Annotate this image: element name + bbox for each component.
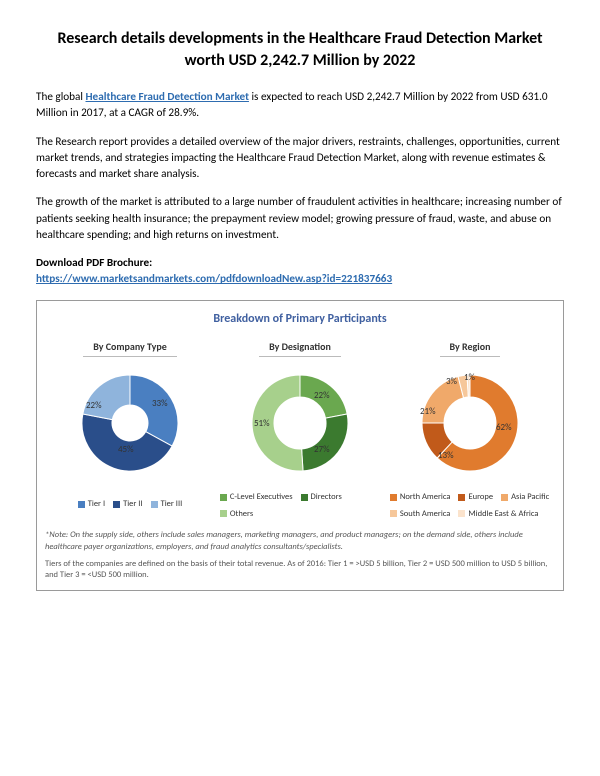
download-link[interactable]: https://www.marketsandmarkets.com/pdfdow… — [36, 272, 392, 286]
chart-column-header: By Company Type — [83, 338, 177, 358]
legend-label: Others — [230, 508, 253, 520]
charts-row: By Company Type33%45%22%Tier ITier IITie… — [45, 338, 555, 520]
chart-column: By Designation 22% 27% 51% C-Level Executive… — [216, 338, 384, 520]
donut-slice — [83, 375, 130, 420]
legend-item: Tier I — [78, 491, 105, 517]
chart-column: By Company Type33%45%22%Tier ITier IITie… — [46, 338, 214, 518]
legend-swatch — [458, 494, 465, 501]
intro-pre: The global — [36, 90, 86, 104]
legend-label: Directors — [311, 491, 342, 503]
slice-pct-label: 3% — [446, 375, 457, 388]
chart-legend: Tier I Tier II Tier III — [74, 491, 187, 517]
legend-label: South America — [400, 508, 451, 520]
slice-pct-label: 22% — [86, 399, 102, 412]
legend-swatch — [113, 501, 120, 508]
legend-swatch — [458, 510, 465, 517]
legend-label: Tier I — [88, 498, 105, 510]
legend-item: North America — [390, 491, 451, 503]
donut-chart: 62% 13% 21% 3% 1% — [410, 363, 530, 483]
slice-pct-label: 62% — [496, 421, 512, 434]
legend-item: C-Level Executives — [220, 491, 293, 503]
legend-swatch — [78, 501, 85, 508]
growth-paragraph: The growth of the market is attributed t… — [36, 194, 564, 243]
chart-legend: North America Europe Asia Pacific South Ame… — [386, 491, 554, 520]
donut-slice — [130, 375, 178, 446]
chart-main-title: Breakdown of Primary Participants — [45, 311, 555, 328]
slice-pct-label: 27% — [314, 443, 330, 456]
chart-footnote-1: *Note: On the supply side, others includ… — [45, 530, 555, 553]
legend-label: Asia Pacific — [511, 491, 549, 503]
legend-label: Middle East & Africa — [468, 508, 538, 520]
donut-chart: 22% 27% 51% — [240, 363, 360, 483]
legend-swatch — [220, 510, 227, 517]
legend-swatch — [501, 494, 508, 501]
chart-footnote-2: Tiers of the companies are defined on th… — [45, 559, 555, 582]
legend-label: C-Level Executives — [230, 491, 293, 503]
legend-label: Europe — [468, 491, 493, 503]
legend-swatch — [220, 494, 227, 501]
legend-item: Asia Pacific — [501, 491, 549, 503]
slice-pct-label: 51% — [254, 417, 270, 430]
overview-paragraph: The Research report provides a detailed … — [36, 134, 564, 183]
chart-container: Breakdown of Primary Participants By Com… — [36, 300, 564, 591]
legend-swatch — [390, 494, 397, 501]
slice-pct-label: 21% — [420, 405, 436, 418]
legend-swatch — [301, 494, 308, 501]
slice-pct-label: 45% — [118, 443, 134, 456]
legend-item: Tier II — [113, 491, 143, 517]
legend-item: Europe — [458, 491, 493, 503]
download-line: Download PDF Brochure: https://www.marke… — [36, 255, 564, 287]
legend-swatch — [151, 501, 158, 508]
legend-item: South America — [390, 508, 451, 520]
slice-pct-label: 1% — [464, 371, 475, 384]
slice-pct-label: 33% — [152, 397, 168, 410]
slice-pct-label: 22% — [314, 389, 330, 402]
intro-paragraph: The global Healthcare Fraud Detection Ma… — [36, 89, 564, 121]
legend-item: Others — [220, 508, 253, 520]
market-link[interactable]: Healthcare Fraud Detection Market — [86, 90, 249, 104]
legend-label: Tier II — [123, 498, 143, 510]
chart-column-header: By Region — [440, 338, 501, 358]
download-label: Download PDF Brochure — [36, 256, 149, 270]
legend-swatch — [390, 510, 397, 517]
legend-item: Middle East & Africa — [458, 508, 538, 520]
legend-item: Directors — [301, 491, 342, 503]
legend-label: Tier III — [161, 498, 183, 510]
slice-pct-label: 13% — [438, 449, 454, 462]
legend-label: North America — [400, 491, 451, 503]
chart-legend: C-Level Executives Directors Others — [216, 491, 384, 520]
page-title: Research details developments in the Hea… — [36, 28, 564, 71]
chart-column-header: By Designation — [259, 338, 341, 358]
legend-item: Tier III — [151, 491, 183, 517]
chart-column: By Region 62% 13% 21% 3% 1% North America Europ… — [386, 338, 554, 520]
donut-chart: 33% 45% 22% — [70, 363, 190, 483]
